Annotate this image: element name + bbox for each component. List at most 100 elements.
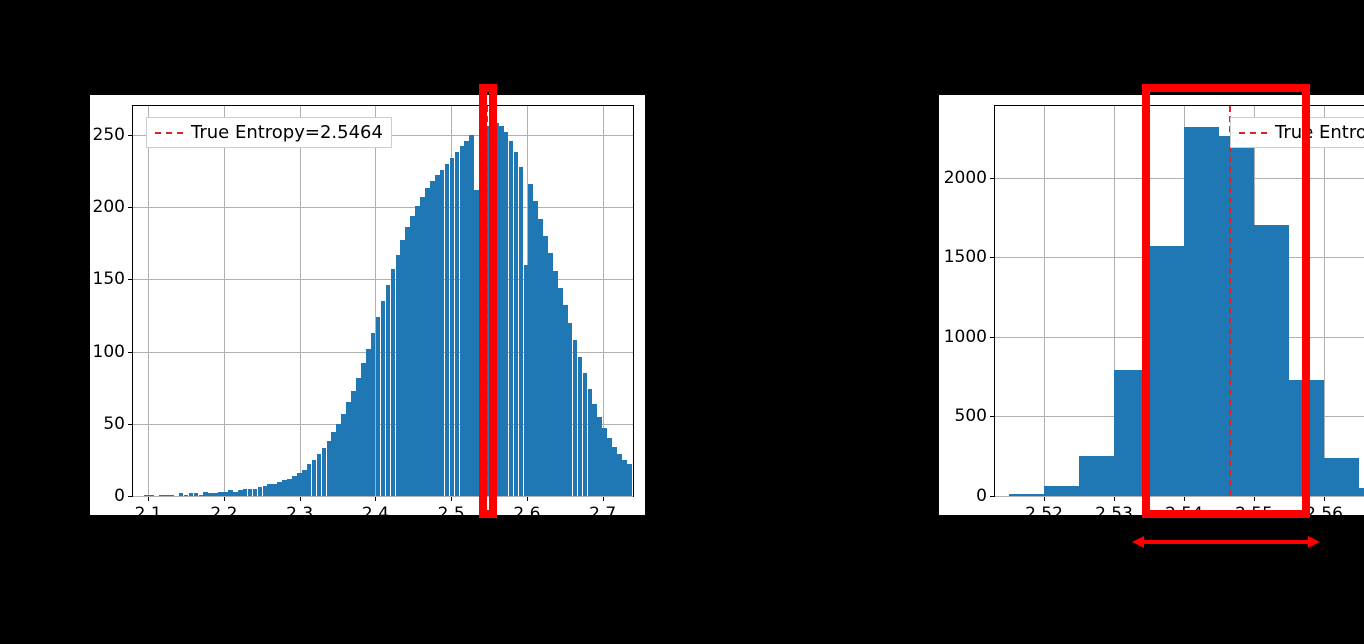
histogram-bar (331, 432, 336, 496)
ytick-mark (990, 496, 995, 497)
ytick-mark (128, 279, 133, 280)
histogram-bar (573, 340, 578, 496)
histogram-bar (578, 357, 583, 496)
histogram-bar (297, 473, 302, 496)
gridline-v (148, 106, 149, 496)
gridline-v (300, 106, 301, 496)
ytick-mark (990, 416, 995, 417)
ytick-label: 0 (937, 486, 987, 506)
histogram-bar (322, 448, 327, 496)
histogram-bar (543, 236, 548, 496)
figure-container: Number of Sequences Empirical Entropy 2.… (0, 95, 1364, 555)
right-plot-area: 2.522.532.542.552.562.572.58050010001500… (994, 105, 1364, 497)
histogram-bar (563, 305, 568, 496)
histogram-bar (248, 489, 253, 496)
histogram-bar (376, 317, 381, 496)
histogram-bar (277, 482, 282, 496)
right-ylabel: Number of Sequences (918, 196, 940, 396)
histogram-bar (455, 152, 460, 496)
xtick-label: 2.3 (286, 504, 313, 524)
histogram-bar (1324, 458, 1359, 496)
histogram-bar (1079, 456, 1114, 496)
xtick-label: 2.5 (438, 504, 465, 524)
histogram-bar (524, 265, 529, 496)
ytick-label: 100 (85, 342, 125, 362)
histogram-bar (386, 285, 391, 496)
gridline-h (133, 207, 633, 208)
histogram-bar (538, 219, 543, 496)
histogram-bar (588, 389, 593, 496)
ytick-mark (128, 207, 133, 208)
xtick-label: 2.7 (589, 504, 616, 524)
histogram-bar (553, 271, 558, 496)
histogram-bar (514, 152, 519, 496)
left-plot-area: 2.12.22.32.42.52.62.7050100150200250 (132, 105, 634, 497)
histogram-bar (218, 492, 223, 496)
histogram-bar (149, 495, 154, 496)
histogram-bar (435, 175, 440, 496)
ytick-mark (990, 337, 995, 338)
histogram-bar (627, 464, 632, 496)
gridline-v (1044, 106, 1045, 496)
histogram-bar (317, 454, 322, 496)
histogram-bar (223, 492, 228, 496)
xtick-label: 2.52 (1025, 504, 1063, 524)
xtick-label: 2.2 (210, 504, 237, 524)
right-subplot: Number of Sequences Empirical Entropy 2.… (939, 95, 1364, 515)
red-highlight-box (1142, 84, 1310, 518)
histogram-bar (327, 441, 332, 496)
histogram-bar (607, 438, 612, 496)
histogram-bar (420, 197, 425, 496)
histogram-bar (346, 402, 351, 496)
histogram-bar (194, 493, 199, 496)
histogram-bar (1044, 486, 1079, 496)
ytick-label: 200 (85, 197, 125, 217)
histogram-bar (592, 404, 597, 496)
histogram-bar (267, 484, 272, 496)
histogram-bar (617, 454, 622, 496)
histogram-bar (164, 495, 169, 496)
ytick-label: 150 (85, 269, 125, 289)
histogram-bar (282, 480, 287, 496)
histogram-bar (400, 240, 405, 496)
histogram-bar (533, 201, 538, 496)
ytick-label: 250 (85, 125, 125, 145)
histogram-bar (597, 417, 602, 496)
legend-line-icon (155, 132, 183, 134)
histogram-bar (396, 255, 401, 496)
histogram-bar (450, 158, 455, 496)
histogram-bar (440, 170, 445, 496)
histogram-bar (445, 164, 450, 496)
histogram-bar (292, 476, 297, 496)
histogram-bar (179, 493, 184, 496)
gridline-v (224, 106, 225, 496)
histogram-bar (169, 495, 174, 496)
ytick-label: 1500 (937, 247, 987, 267)
histogram-bar (208, 493, 213, 496)
gridline-h (133, 496, 633, 497)
xtick-label: 2.4 (362, 504, 389, 524)
histogram-bar (189, 493, 194, 496)
histogram-bar (366, 349, 371, 496)
histogram-bar (1009, 494, 1044, 496)
histogram-bar (410, 216, 415, 496)
xtick-label: 2.6 (513, 504, 540, 524)
histogram-bar (622, 460, 627, 496)
left-legend-label: True Entropy=2.5464 (191, 122, 383, 143)
histogram-bar (203, 492, 208, 496)
ytick-label: 2000 (937, 168, 987, 188)
histogram-bar (228, 490, 233, 496)
histogram-bar (341, 414, 346, 496)
gridline-v (1324, 106, 1325, 496)
histogram-bar (602, 428, 607, 496)
left-xlabel: Empirical Entropy (90, 527, 645, 549)
histogram-bar (371, 333, 376, 496)
histogram-bar (509, 141, 514, 496)
ytick-label: 1000 (937, 327, 987, 347)
histogram-bar (381, 301, 386, 496)
histogram-bar (302, 470, 307, 496)
histogram-bar (361, 363, 366, 496)
histogram-bar (184, 495, 189, 496)
ytick-mark (128, 352, 133, 353)
ytick-label: 50 (85, 414, 125, 434)
